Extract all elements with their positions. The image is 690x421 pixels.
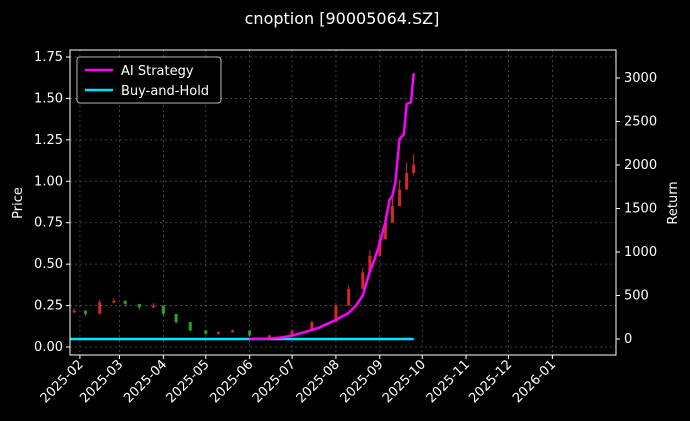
- candle-body: [347, 289, 351, 306]
- left-tick-label: 0.25: [34, 299, 63, 314]
- candle-body: [391, 206, 395, 223]
- ai-strategy-point: [384, 220, 387, 223]
- right-tick-label: 500: [624, 289, 649, 304]
- right-tick-label: 2000: [624, 158, 657, 173]
- candle-body: [412, 164, 416, 173]
- left-axis-label: Price: [11, 187, 26, 219]
- ai-strategy-point: [362, 294, 364, 297]
- ai-strategy-point: [391, 194, 394, 197]
- ai-strategy-point: [388, 199, 391, 201]
- candle-body: [267, 335, 271, 338]
- left-tick-label: 1.75: [34, 50, 63, 65]
- ai-strategy-point: [398, 138, 401, 140]
- candle-body: [405, 173, 409, 190]
- ai-strategy-point: [369, 270, 371, 272]
- left-tick-label: 1.50: [34, 91, 63, 106]
- legend: AI Strategy Buy-and-Hold: [76, 56, 222, 104]
- ai-strategy-point: [347, 312, 350, 314]
- candle-body: [378, 239, 382, 256]
- left-tick-label: 0.00: [34, 340, 63, 355]
- candle-body: [123, 300, 127, 304]
- ai-strategy-point: [248, 338, 251, 340]
- ai-strategy-point: [373, 259, 375, 262]
- ai-strategy-point: [318, 326, 320, 329]
- candle-body: [161, 305, 165, 314]
- left-y-axis: 0.00 0.25 0.50 0.75 1.00 1.25 1.50 1.75: [34, 50, 70, 355]
- candle-body: [361, 272, 365, 289]
- candle-body: [248, 330, 252, 336]
- plot-frame: [69, 49, 617, 356]
- legend-box: [76, 56, 222, 104]
- candle-body: [383, 222, 387, 240]
- candle-body: [98, 302, 102, 314]
- candle-body: [151, 305, 155, 308]
- left-tick-label: 1.00: [34, 174, 63, 189]
- legend-buy-and-hold-label: Buy-and-Hold: [121, 84, 209, 99]
- candle-body: [174, 313, 178, 323]
- ai-strategy-point: [410, 101, 412, 104]
- candle-body: [334, 305, 338, 323]
- ai-strategy-point: [291, 334, 293, 337]
- candle-body: [72, 310, 76, 313]
- candle-body: [217, 332, 221, 335]
- ai-strategy-point: [412, 72, 415, 75]
- ai-strategy-point: [304, 331, 306, 333]
- candlestick-series: [72, 153, 416, 338]
- left-tick-label: 1.25: [34, 133, 63, 148]
- right-axis-label: Return: [666, 181, 681, 224]
- left-tick-label: 0.50: [34, 257, 63, 272]
- ai-strategy-point: [268, 337, 271, 340]
- right-y-axis: 0 500 1000 1500 2000 2500 3000: [616, 71, 657, 347]
- ai-strategy-point: [394, 181, 397, 184]
- candle-body: [290, 330, 294, 336]
- ai-strategy-point: [378, 242, 381, 245]
- candle-body: [137, 303, 141, 308]
- candle-body: [398, 189, 402, 207]
- candle-body: [231, 330, 235, 333]
- ai-strategy-point: [354, 305, 357, 307]
- right-tick-label: 0: [624, 332, 632, 347]
- chart-title: cnoption [90005064.SZ]: [245, 9, 440, 28]
- right-tick-label: 2500: [624, 115, 657, 130]
- ai-strategy-point: [405, 103, 408, 105]
- ai-strategy-line: [249, 73, 415, 341]
- ai-strategy-layer: [248, 72, 415, 341]
- legend-ai-strategy-label: AI Strategy: [121, 64, 194, 79]
- right-tick-label: 1000: [624, 245, 657, 260]
- candle-body: [188, 322, 192, 331]
- right-tick-label: 1500: [624, 202, 657, 217]
- left-tick-label: 0.75: [34, 216, 63, 231]
- ai-strategy-point: [403, 133, 405, 136]
- candle-body: [204, 330, 208, 334]
- candle-body: [84, 310, 88, 314]
- right-tick-label: 3000: [624, 71, 657, 86]
- candle-body: [368, 255, 372, 273]
- ai-strategy-point: [335, 319, 337, 321]
- ai-strategy-point: [282, 336, 285, 339]
- candle-body: [310, 322, 314, 331]
- candle-body: [112, 300, 116, 303]
